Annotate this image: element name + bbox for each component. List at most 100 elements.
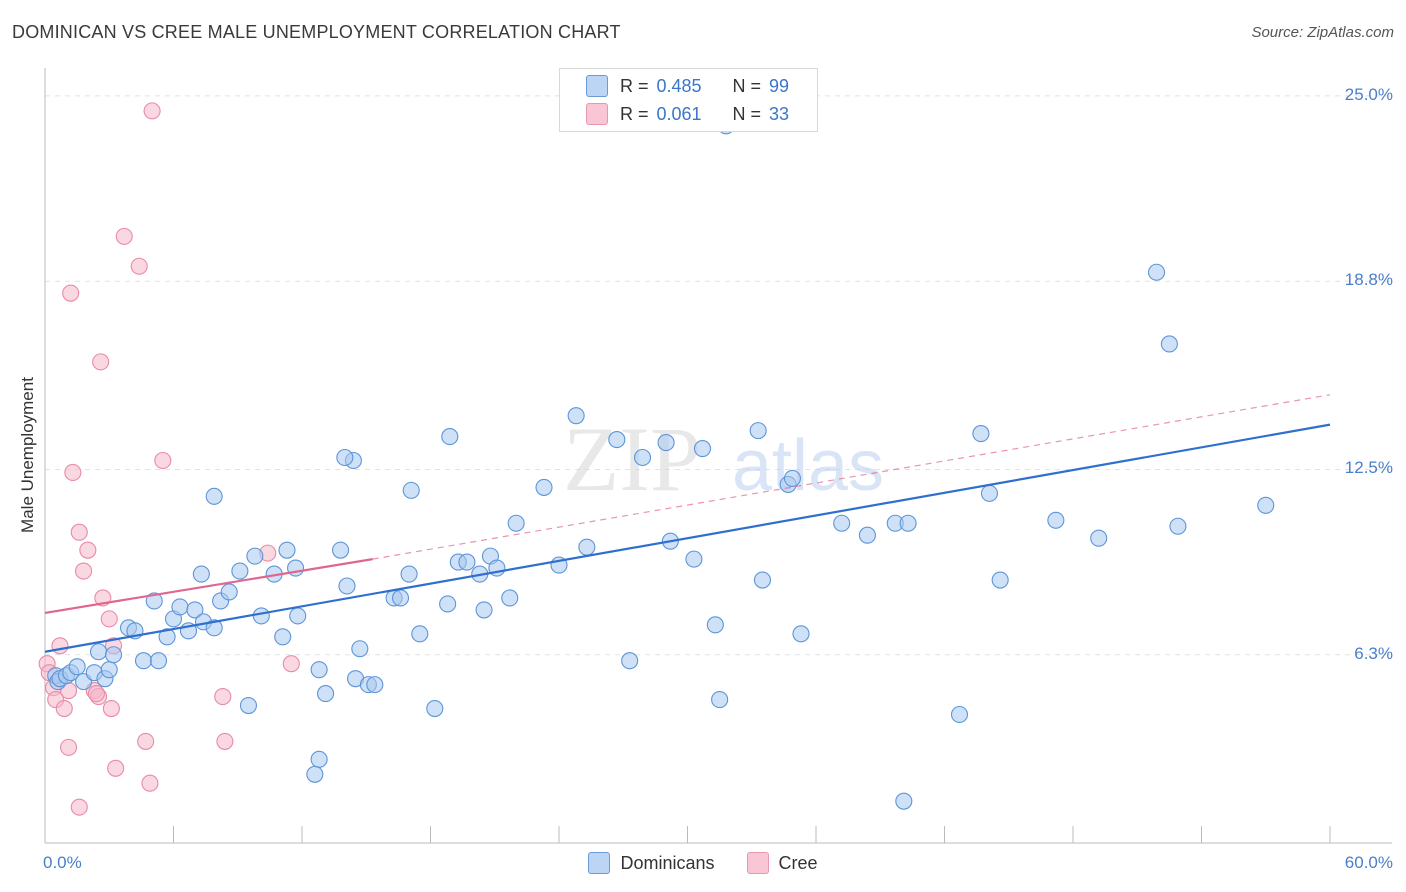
- cree-point: [107, 759, 125, 777]
- dominican-point: [100, 661, 118, 679]
- dominican-point: [331, 541, 350, 559]
- dominican-point: [426, 699, 444, 718]
- dominican-point: [501, 589, 519, 607]
- dominican-trend-line: [44, 423, 1331, 653]
- dominican-point: [220, 583, 238, 601]
- dominican-point: [68, 658, 86, 676]
- cree-trend-line: [44, 558, 373, 614]
- dominican-point: [400, 565, 418, 583]
- y-tick-label: 12.5%: [1344, 458, 1393, 478]
- dominican-point: [833, 514, 851, 532]
- dominican-point: [567, 407, 585, 425]
- legend-row-cree: R = 0.061 N = 33: [586, 102, 789, 126]
- dominican-point: [858, 526, 876, 544]
- dominican-point: [192, 565, 210, 583]
- dominican-point: [145, 592, 163, 610]
- dominican-point: [1047, 511, 1065, 529]
- legend-row-dominicans: R = 0.485 N = 99: [586, 74, 789, 98]
- dominican-point: [1147, 263, 1166, 281]
- dominican-point: [274, 628, 292, 646]
- dominican-point: [366, 676, 384, 694]
- dominican-point: [149, 652, 168, 670]
- dominican-point: [578, 538, 596, 556]
- cree-point: [92, 353, 110, 371]
- cree-points: [38, 102, 300, 816]
- y-tick-label: 18.8%: [1344, 270, 1393, 290]
- dominican-point: [391, 589, 410, 607]
- dominican-point: [441, 428, 459, 446]
- blue-swatch-icon: [588, 852, 611, 874]
- dominican-point: [252, 607, 270, 625]
- dominican-point: [134, 652, 153, 670]
- dominican-point: [991, 571, 1009, 589]
- cree-point: [216, 732, 234, 750]
- dominican-point: [317, 685, 335, 703]
- n-label: N =: [732, 75, 762, 96]
- cree-point: [102, 699, 120, 718]
- cree-trend-extension: [372, 394, 1331, 560]
- legend-item-dominicans: Dominicans: [588, 852, 715, 874]
- dominican-point: [749, 422, 767, 440]
- dominican-point: [104, 646, 123, 664]
- cree-point: [87, 685, 105, 703]
- dominican-point: [608, 431, 626, 449]
- dominican-point: [402, 481, 420, 499]
- dominican-point: [899, 514, 917, 532]
- dominican-point: [621, 652, 639, 670]
- x-tick-label-max: 60.0%: [1344, 853, 1393, 872]
- dominican-point: [783, 469, 801, 487]
- dominican-point: [89, 643, 108, 661]
- axes: [44, 68, 1392, 844]
- cree-point: [55, 699, 73, 718]
- dominican-point: [336, 448, 354, 467]
- cree-point: [100, 610, 118, 628]
- dominican-point: [1090, 529, 1108, 547]
- legend-label-dominicans: Dominicans: [620, 852, 715, 873]
- dominican-point: [231, 562, 249, 580]
- dominican-point: [753, 571, 772, 589]
- cree-point: [60, 738, 78, 756]
- dominican-point: [310, 750, 328, 768]
- dominican-point: [535, 478, 553, 496]
- dominican-point: [950, 705, 969, 724]
- r-value: 0.061: [656, 103, 702, 124]
- watermark-zip: ZIP: [563, 408, 701, 510]
- dominican-point: [475, 601, 493, 619]
- blue-swatch-icon: [586, 75, 608, 97]
- dominican-point: [633, 448, 652, 467]
- source-label: Source: ZipAtlas.com: [1251, 24, 1394, 41]
- dominican-point: [657, 434, 675, 452]
- dominican-point: [171, 598, 189, 616]
- dominican-point: [980, 484, 999, 502]
- dominican-point: [239, 696, 258, 715]
- dominican-point: [439, 595, 457, 613]
- dominican-point: [306, 765, 324, 783]
- cree-point: [214, 688, 232, 706]
- dominican-point: [351, 640, 369, 658]
- cree-point: [143, 102, 161, 120]
- dominican-point: [205, 619, 223, 637]
- dominican-point: [507, 514, 525, 532]
- series-legend: Dominicans Cree: [0, 852, 1406, 874]
- legend-item-cree: Cree: [746, 852, 818, 874]
- cree-point: [282, 655, 300, 673]
- dominican-point: [246, 547, 264, 565]
- r-label: R =: [620, 75, 649, 96]
- dominican-point: [1169, 517, 1187, 535]
- dominican-point: [711, 691, 729, 709]
- r-label: R =: [620, 103, 649, 124]
- dominican-point: [310, 661, 328, 679]
- dominican-point: [338, 577, 356, 595]
- pink-swatch-icon: [746, 852, 769, 874]
- cree-point: [75, 562, 93, 580]
- dominican-point: [411, 625, 429, 643]
- y-tick-label: 6.3%: [1354, 643, 1393, 663]
- cree-point: [64, 463, 82, 482]
- dominican-point: [1257, 496, 1275, 514]
- r-value: 0.485: [656, 75, 702, 96]
- dominican-point: [693, 439, 712, 458]
- cree-point: [141, 774, 159, 792]
- legend-label-cree: Cree: [778, 852, 818, 873]
- dominican-point: [706, 616, 724, 634]
- dominican-points: [47, 117, 1275, 810]
